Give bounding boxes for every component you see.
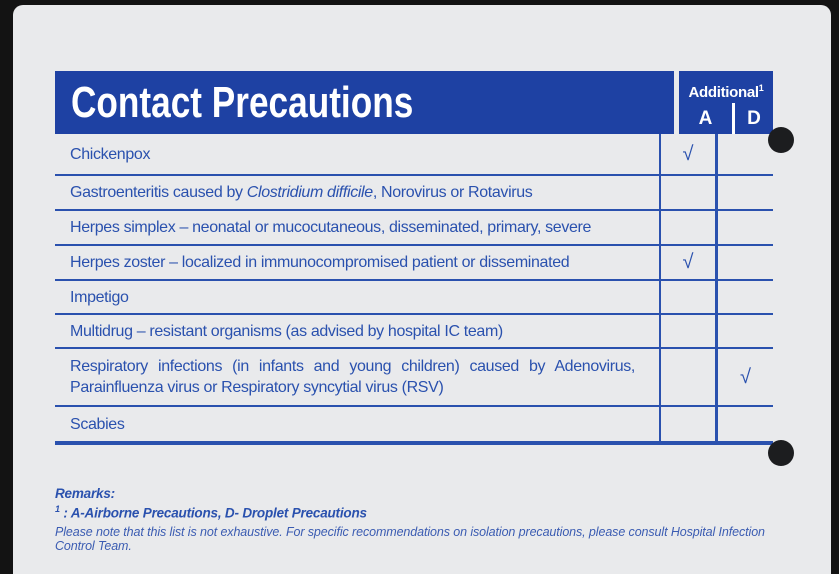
check-cell-a [661, 315, 715, 347]
condition-text: Chickenpox [70, 145, 151, 163]
additional-subcolumns: A D [679, 103, 773, 134]
row-condition-text: Respiratory infections (in infants and y… [55, 349, 661, 405]
condition-text: Impetigo [70, 288, 129, 306]
remarks-section: Remarks: 1 : A-Airborne Precautions, D- … [55, 486, 795, 553]
page-title: Contact Precautions [71, 77, 414, 127]
checkmark: √ [682, 142, 694, 165]
check-cell-d [715, 211, 773, 244]
check-cell-a [661, 349, 715, 405]
remarks-heading: Remarks: [55, 486, 115, 501]
additional-label-text: Additional [688, 84, 759, 101]
precautions-table: Contact Precautions Additional1 A D Chic… [55, 71, 773, 445]
additional-column-label: Additional1 [679, 83, 773, 101]
table-title-block: Contact Precautions [55, 71, 674, 134]
condition-text: Multidrug – resistant organisms (as advi… [70, 322, 503, 340]
check-cell-a [661, 407, 715, 441]
condition-text: Respiratory infections (in infants and y… [70, 358, 635, 396]
table-row: Gastroenteritis caused by Clostridium di… [55, 176, 773, 211]
condition-text: Herpes zoster – localized in immunocompr… [70, 254, 570, 271]
row-condition-text: Herpes simplex – neonatal or mucocutaneo… [55, 211, 661, 244]
check-cell-a: √ [661, 246, 715, 279]
row-condition-text: Chickenpox [55, 134, 661, 174]
condition-text: Herpes simplex – neonatal or mucocutaneo… [70, 219, 592, 236]
table-header: Contact Precautions Additional1 A D [55, 71, 773, 134]
condition-text: Gastroenteritis caused by [70, 184, 247, 201]
italic-organism-name: Clostridium difficile [246, 184, 373, 201]
table-row: Respiratory infections (in infants and y… [55, 349, 773, 407]
condition-text: Scabies [70, 415, 125, 433]
check-cell-a [661, 211, 715, 244]
check-cell-a: √ [661, 134, 715, 174]
row-condition-text: Herpes zoster – localized in immunocompr… [55, 246, 661, 279]
table-row: Herpes zoster – localized in immunocompr… [55, 246, 773, 281]
checkmark: √ [682, 251, 694, 273]
footnote: 1 : A-Airborne Precautions, D- Droplet P… [55, 504, 795, 521]
table-row: Herpes simplex – neonatal or mucocutaneo… [55, 211, 773, 246]
additional-header-block: Additional1 A D [679, 71, 773, 134]
hole-punch-top [768, 127, 794, 153]
row-condition-text: Gastroenteritis caused by Clostridium di… [55, 176, 661, 209]
footnote-text: : A-Airborne Precautions, D- Droplet Pre… [59, 505, 367, 521]
check-cell-d [715, 134, 773, 174]
table-row: Chickenpox √ [55, 134, 773, 176]
check-cell-d [715, 315, 773, 347]
footnote-superscript: 1 [55, 504, 60, 514]
table-row: Impetigo [55, 281, 773, 315]
hole-punch-bottom [768, 440, 794, 466]
additional-label-superscript: 1 [758, 83, 764, 93]
check-cell-a [661, 281, 715, 313]
check-cell-d [715, 281, 773, 313]
check-cell-a [661, 176, 715, 209]
row-condition-text: Multidrug – resistant organisms (as advi… [55, 315, 661, 347]
checkmark: √ [740, 365, 751, 388]
check-cell-d [715, 246, 773, 279]
check-cell-d [715, 407, 773, 441]
table-body: Chickenpox √ Gastroenteritis caused by Clo… [55, 134, 773, 445]
row-condition-text: Scabies [55, 407, 661, 441]
table-row: Scabies [55, 407, 773, 441]
column-header-d: D [732, 103, 773, 134]
check-cell-d [715, 176, 773, 209]
disclaimer-text: Please note that this list is not exhaus… [55, 524, 765, 553]
column-header-a: A [698, 107, 713, 129]
reference-card: Contact Precautions Additional1 A D Chic… [13, 5, 831, 574]
table-row: Multidrug – resistant organisms (as advi… [55, 315, 773, 349]
row-condition-text: Impetigo [55, 281, 661, 313]
condition-text: , Norovirus or Rotavirus [372, 184, 533, 201]
check-cell-d: √ [715, 349, 773, 405]
